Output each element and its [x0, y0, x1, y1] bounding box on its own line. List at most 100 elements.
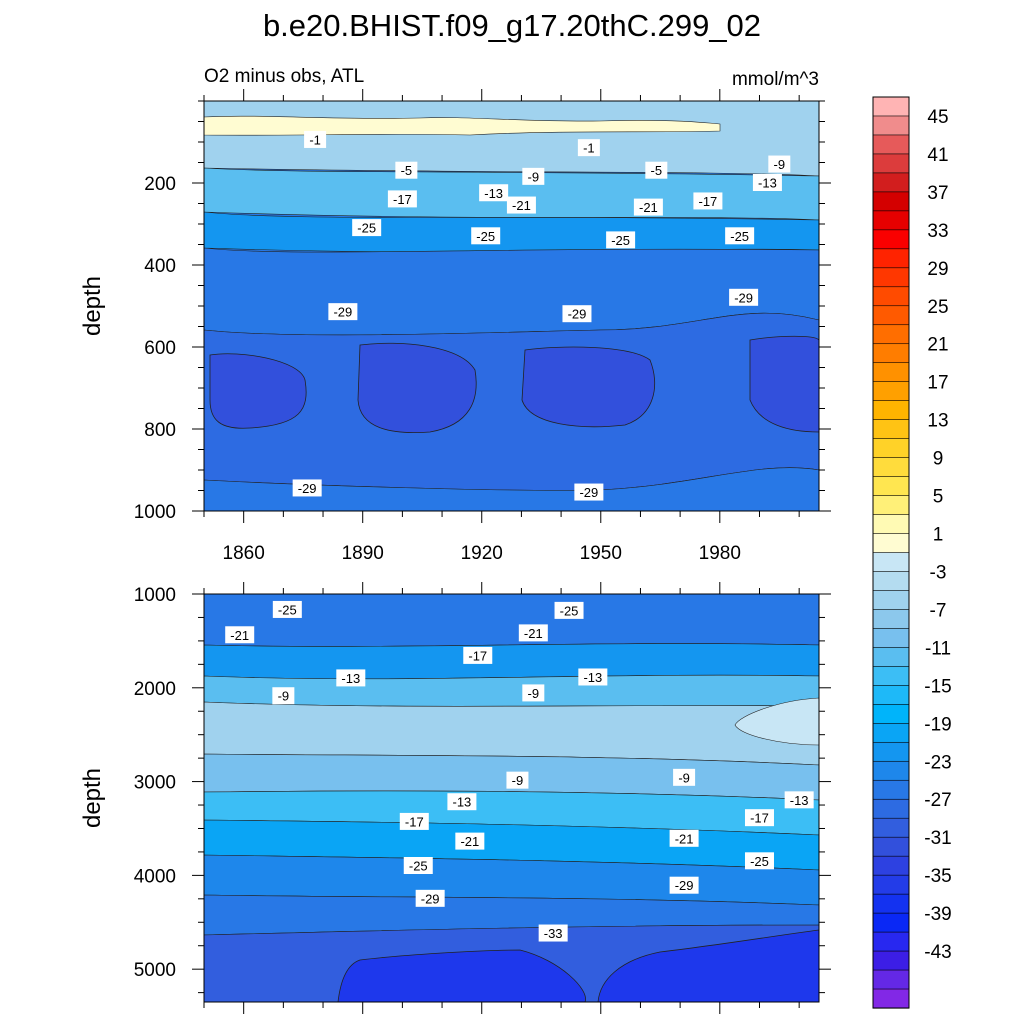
colorbar-swatch	[872, 248, 910, 269]
y-tick-label: 1000	[134, 585, 176, 606]
colorbar-swatch	[872, 779, 910, 800]
colorbar-swatch	[872, 552, 910, 573]
contour-label-bg	[669, 876, 699, 894]
colorbar-swatch	[872, 931, 910, 952]
colorbar-swatch	[872, 798, 910, 819]
contour-label: -25	[409, 859, 428, 874]
upper-contour-labels: -1 -1 -5 -13 -9 -17 -21 -5 -9 -13 -17 -21 -25 -25 -25 -…	[292, 130, 791, 501]
upper-y-axis-label: depth	[79, 276, 106, 336]
contour-label: -17	[393, 192, 412, 207]
contour-label-bg	[304, 130, 327, 148]
colorbar-label: -11	[925, 638, 951, 659]
contour-label-bg	[415, 889, 445, 907]
contour-label: -29	[298, 481, 317, 496]
lower-axes: 1000 2000 3000 4000 5000	[134, 582, 831, 1014]
colorbar-swatch	[872, 647, 910, 667]
contour-label: -5	[401, 163, 413, 178]
contour-label-bg	[578, 668, 608, 686]
contour-label: -29	[421, 891, 440, 906]
colorbar-swatch	[872, 988, 910, 1009]
contour-label: -21	[639, 200, 658, 215]
colorbar-swatch	[872, 817, 910, 838]
colorbar-swatch	[872, 115, 910, 136]
colorbar-swatch	[872, 514, 910, 535]
contour-label-bg	[506, 196, 536, 214]
contour-label: -21	[524, 626, 543, 641]
contour-label: -13	[790, 793, 809, 808]
colorbar-label: -35	[924, 866, 951, 887]
lower-band-2	[204, 643, 819, 680]
contour-label-bg	[463, 646, 493, 664]
contour-label: -21	[675, 831, 694, 846]
colorbar-swatch	[872, 419, 910, 440]
colorbar-label: 29	[927, 259, 948, 280]
contour-label: -9	[278, 689, 290, 704]
contour-label: -1	[583, 141, 595, 156]
y-tick-label: 1000	[134, 502, 176, 523]
contour-label: -9	[678, 770, 690, 785]
colorbar-label: -43	[924, 942, 951, 963]
colorbar-swatch	[872, 893, 910, 914]
contour-label-bg	[387, 190, 417, 208]
colorbar-label: 33	[927, 221, 948, 242]
contour-label-bg	[538, 924, 568, 942]
colorbar-label: 37	[927, 183, 948, 204]
contour-label: -9	[774, 157, 786, 172]
contour-label-bg	[693, 192, 723, 210]
y-tick-label: 200	[144, 174, 176, 195]
colorbar-swatch	[872, 343, 910, 364]
y-tick-label: 2000	[134, 679, 176, 700]
y-tick-label: 3000	[134, 773, 176, 794]
contour-label: -13	[484, 186, 503, 201]
contour-label: -29	[333, 305, 352, 320]
contour-label: -21	[230, 628, 249, 643]
contour-label-bg	[752, 174, 782, 191]
contour-label-bg	[479, 184, 509, 202]
contour-label: -9	[528, 169, 540, 184]
upper-band-yellow	[204, 115, 721, 136]
contour-label-bg	[562, 305, 592, 323]
x-tick-label: 1860	[223, 543, 265, 564]
colorbar-swatch	[872, 609, 910, 630]
contour-label: -13	[341, 671, 360, 686]
lower-band-5	[734, 697, 819, 746]
contour-label-bg	[633, 198, 663, 216]
colorbar-label: -23	[924, 752, 951, 773]
colorbar-label: 5	[933, 487, 944, 508]
lower-blob-deep-2	[597, 929, 819, 1002]
contour-label-bg	[336, 669, 366, 687]
lower-blob-deep-1	[337, 949, 586, 1002]
colorbar-swatch	[872, 362, 910, 383]
contour-label: -21	[460, 834, 479, 849]
contour-label: -17	[405, 814, 424, 829]
upper-blob-2	[357, 342, 477, 433]
colorbar-label: 45	[927, 107, 948, 128]
contour-label: -25	[357, 221, 376, 236]
contour-label-bg	[403, 857, 433, 874]
contour-label: -13	[583, 670, 602, 685]
contour-label-bg	[673, 768, 696, 786]
colorbar-label: -31	[924, 828, 951, 849]
contour-label: -29	[579, 485, 598, 500]
contour-label-bg	[328, 303, 358, 321]
y-tick-label: 400	[144, 256, 176, 277]
contour-label-bg	[574, 483, 604, 501]
colorbar-swatch	[872, 438, 910, 459]
contour-label: -25	[611, 233, 630, 248]
colorbar-swatch	[872, 96, 910, 117]
colorbar-swatch	[872, 950, 910, 971]
colorbar-swatch	[872, 210, 910, 231]
contour-label-bg	[471, 227, 501, 245]
upper-blob-1	[209, 353, 307, 429]
contour-label: -29	[675, 878, 694, 893]
contour-label-bg	[768, 155, 791, 173]
colorbar-label: 17	[927, 373, 948, 394]
colorbar-swatch	[872, 874, 910, 895]
colorbar-swatch	[872, 476, 910, 497]
colorbar-label: 9	[933, 449, 944, 470]
colorbar-swatch	[872, 760, 910, 781]
contour-label-bg	[272, 600, 302, 618]
contour-label-bg	[577, 139, 600, 157]
